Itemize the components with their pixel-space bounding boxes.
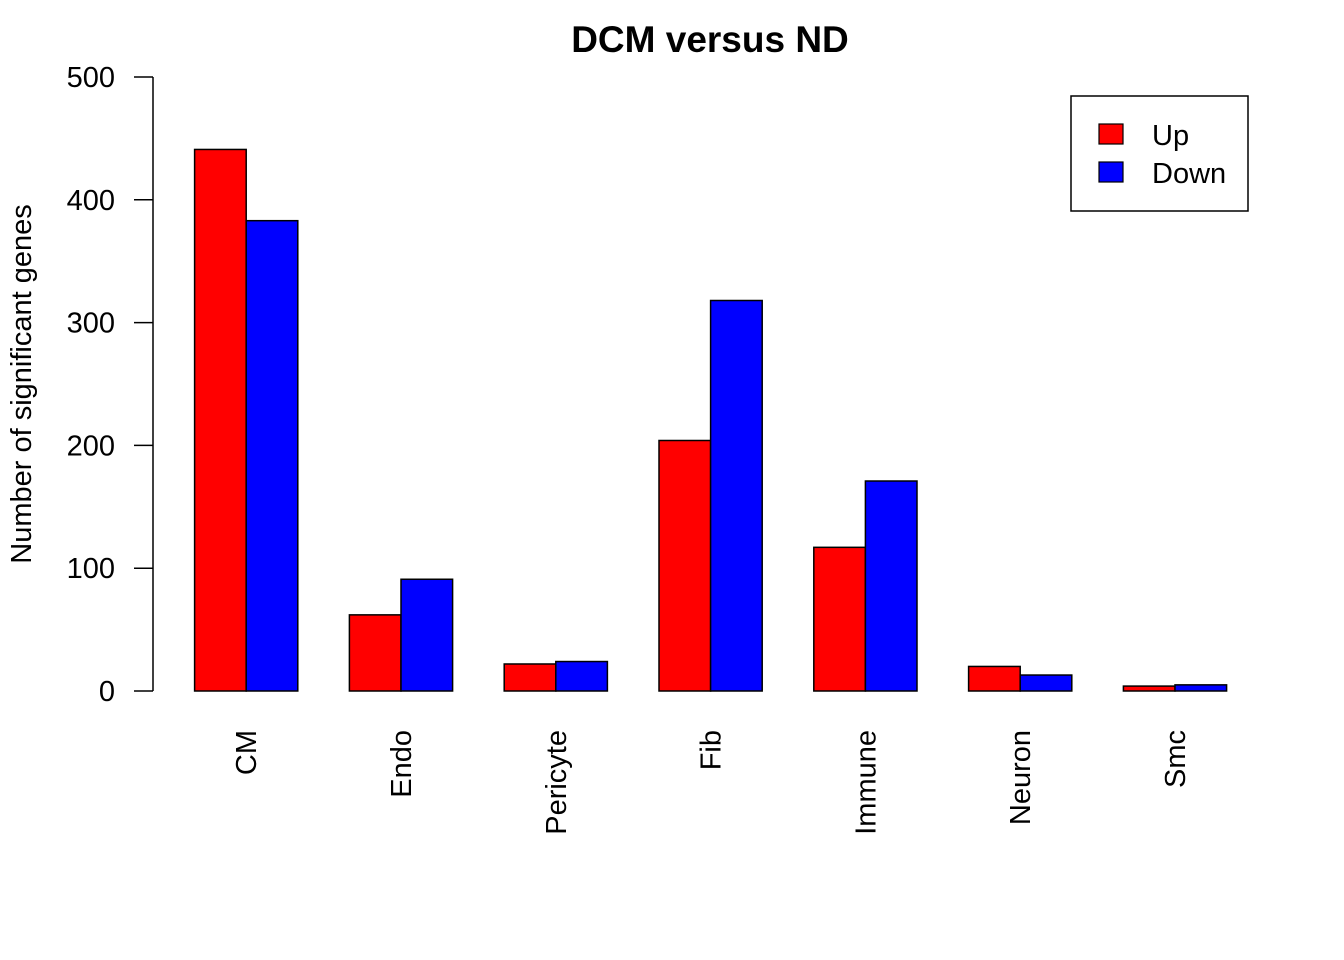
x-category-label: Fib	[696, 730, 728, 770]
legend-swatch-down	[1098, 161, 1124, 183]
bar-up-smc	[1122, 685, 1176, 692]
bar-down-cm	[245, 219, 299, 692]
x-category-label: Endo	[386, 730, 418, 798]
x-category-label: CM	[231, 730, 263, 775]
y-tick-label: 500	[67, 62, 115, 94]
bar-down-smc	[1174, 684, 1228, 692]
x-category-label: Immune	[850, 730, 882, 835]
bar-up-immune	[813, 546, 867, 692]
bar-up-fib	[658, 439, 712, 692]
y-tick-label: 100	[67, 553, 115, 585]
y-tick-label: 400	[67, 185, 115, 217]
legend: Up Down	[1070, 95, 1249, 212]
bar-down-neuron	[1019, 674, 1073, 692]
legend-label-up: Up	[1152, 120, 1189, 152]
bar-up-pericyte	[503, 663, 557, 692]
bar-down-immune	[864, 480, 918, 692]
bar-down-endo	[400, 578, 454, 692]
bar-down-fib	[709, 299, 763, 692]
x-category-label: Neuron	[1005, 730, 1037, 825]
y-axis: 0 100 200 300 400 500	[67, 62, 154, 708]
y-tick-label: 200	[67, 430, 115, 462]
y-tick-label: 0	[99, 676, 115, 708]
chart-title: DCM versus ND	[571, 19, 849, 60]
legend-box	[1070, 95, 1249, 212]
y-tick-label: 300	[67, 308, 115, 340]
x-category-label: Smc	[1160, 730, 1192, 788]
legend-swatch-up	[1098, 123, 1124, 145]
bar-up-endo	[348, 614, 402, 692]
bar-series-group	[193, 148, 1228, 692]
bar-up-neuron	[967, 665, 1021, 692]
category-labels: CM Endo Pericyte Fib Immune Neuron Smc	[231, 730, 1192, 835]
bar-up-cm	[193, 148, 247, 692]
legend-label-down: Down	[1152, 158, 1226, 190]
bar-down-pericyte	[555, 660, 609, 692]
x-category-label: Pericyte	[541, 730, 573, 835]
y-axis-label: Number of significant genes	[6, 204, 38, 563]
